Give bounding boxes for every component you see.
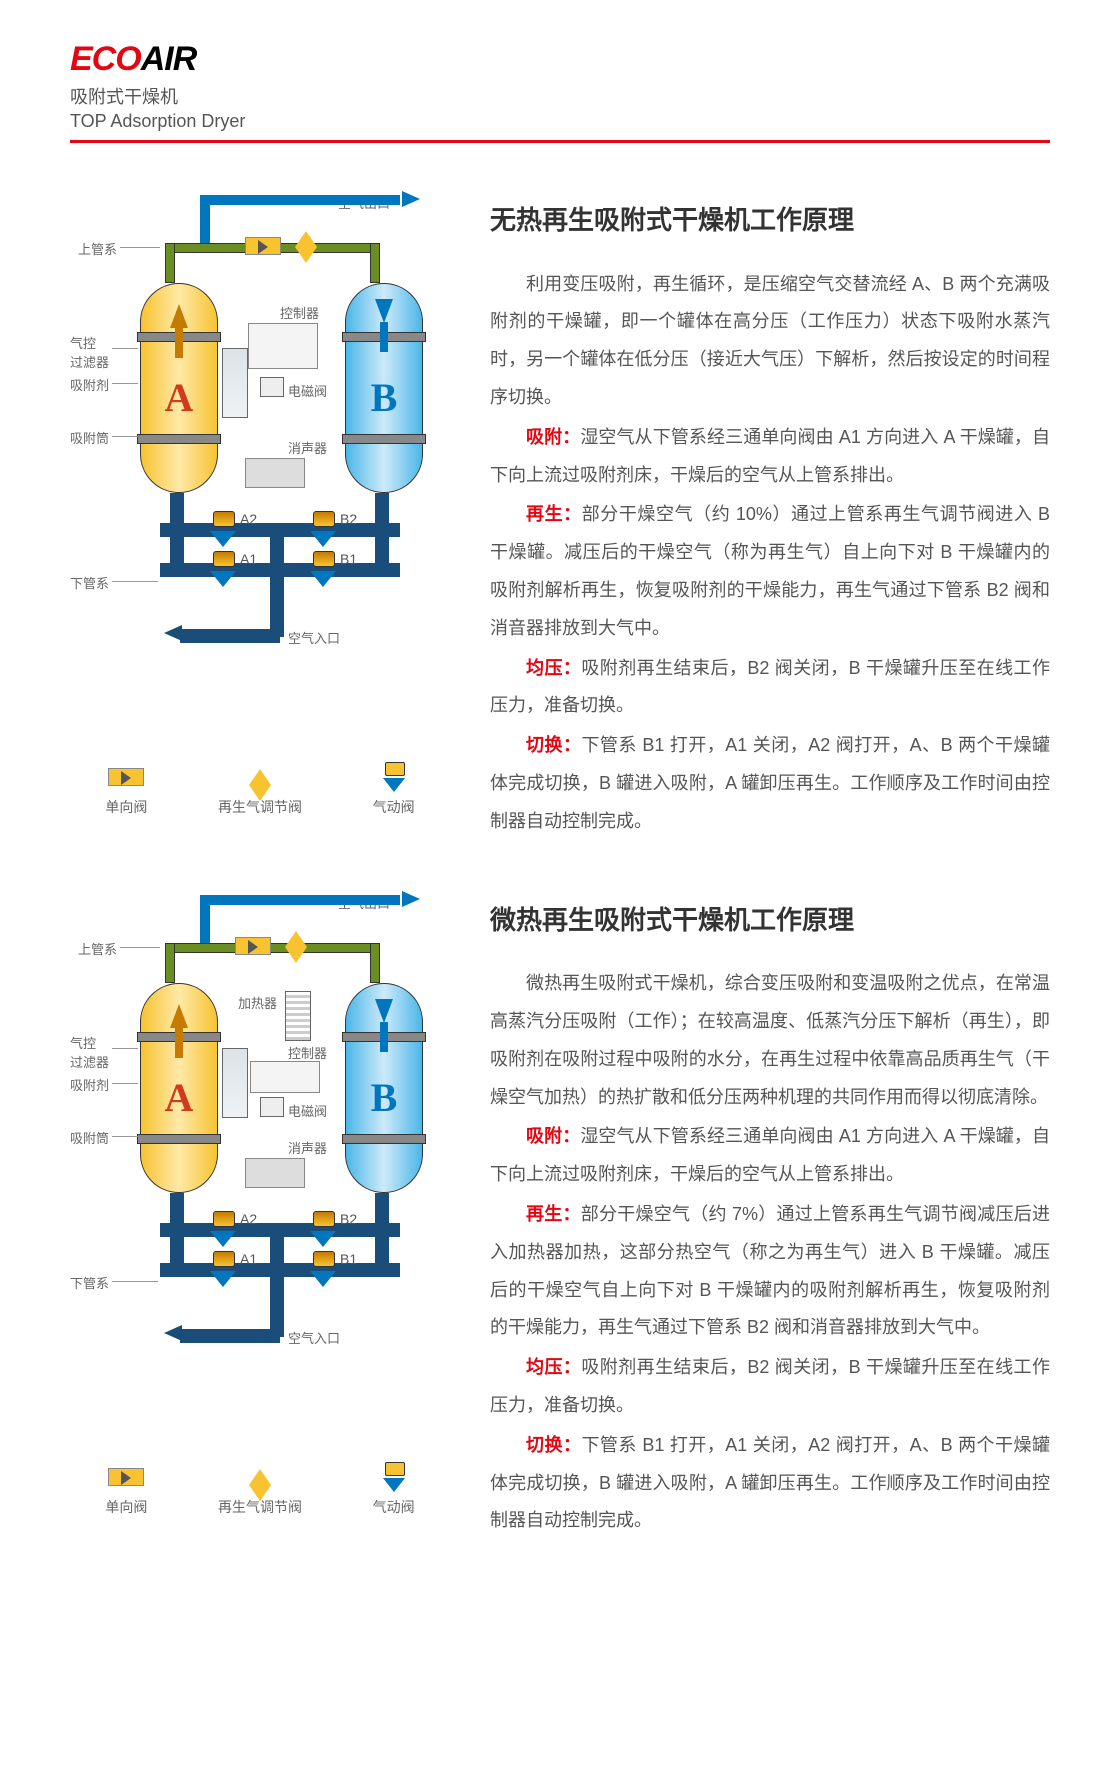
section1-jun-label: 均压：: [526, 658, 581, 678]
valve-a1-2: [210, 1251, 236, 1287]
filter-box2: [222, 1048, 248, 1118]
logo-black: AIR: [141, 40, 197, 78]
legend-pneu-valve2: 气动阀: [373, 1463, 415, 1517]
valve-b2-2: [310, 1211, 336, 1247]
check-valve-icon: [108, 1468, 144, 1486]
section2-qie-label: 切换：: [526, 1435, 581, 1455]
label-adsorb-tube2: 吸附筒: [70, 1128, 109, 1147]
diagram-heatless: 空气出口 上管系 A: [70, 193, 450, 753]
heater-box: [285, 991, 311, 1041]
label-adsorbent2: 吸附剂: [70, 1075, 109, 1094]
controller-box2: [250, 1061, 320, 1093]
label-b1: B1: [340, 551, 357, 567]
section2-zai-label: 再生：: [526, 1204, 581, 1224]
muffler-box2: [245, 1158, 305, 1188]
label-a1: A1: [240, 551, 257, 567]
label-air-in2: 空气入口: [288, 1328, 340, 1347]
label-a2: A2: [240, 511, 257, 527]
label-air-in: 空气入口: [288, 628, 340, 647]
legend-check-valve2: 单向阀: [105, 1463, 147, 1517]
label-controller2: 控制器: [288, 1043, 327, 1062]
label-b2: B2: [340, 511, 357, 527]
label-upper-pipe: 上管系: [78, 239, 117, 258]
label-pneu-filter: 气控 过滤器: [70, 333, 109, 371]
section1-intro: 利用变压吸附，再生循环，是压缩空气交替流经 A、B 两个充满吸附剂的干燥罐，即一…: [490, 266, 1050, 417]
label-adsorb-tube: 吸附筒: [70, 428, 109, 447]
label-adsorbent: 吸附剂: [70, 375, 109, 394]
section2-jun-label: 均压：: [526, 1357, 581, 1377]
tank-b: B: [345, 283, 423, 493]
label-muffler2: 消声器: [288, 1138, 327, 1157]
section-heatless: 空气出口 上管系 A: [70, 193, 1050, 843]
valve-a2: [210, 511, 236, 547]
air-in-arrow-icon: [164, 1325, 182, 1341]
section1-xi-label: 吸附：: [526, 427, 580, 447]
tank-b2: B: [345, 983, 423, 1193]
air-out-arrow-icon: [402, 191, 420, 207]
legend: 单向阀 再生气调节阀 气动阀: [70, 763, 450, 817]
section1-qie-label: 切换：: [526, 735, 581, 755]
solenoid-box2: [260, 1097, 284, 1117]
muffler-box: [245, 458, 305, 488]
air-out-arrow-icon: [402, 891, 420, 907]
pneu-valve-icon: [383, 1462, 405, 1492]
subtitle-en: TOP Adsorption Dryer: [70, 111, 1050, 132]
legend-reg-valve: 再生气调节阀: [218, 763, 302, 817]
page-header: ECOAIR 吸附式干燥机 TOP Adsorption Dryer: [70, 40, 1050, 143]
label-lower-pipe: 下管系: [70, 573, 109, 592]
tank-a: A: [140, 283, 218, 493]
tank-b-label: B: [346, 374, 422, 421]
reg-valve-icon: [249, 1469, 271, 1485]
valve-a1: [210, 551, 236, 587]
valve-b1: [310, 551, 336, 587]
legend2: 单向阀 再生气调节阀 气动阀: [70, 1463, 450, 1517]
section2-xi-label: 吸附：: [526, 1126, 580, 1146]
section1-zai-text: 部分干燥空气（约 10%）通过上管系再生气调节阀进入 B 干燥罐。减压后的干燥空…: [490, 504, 1050, 637]
valve-a2-2: [210, 1211, 236, 1247]
label-lower-pipe2: 下管系: [70, 1273, 109, 1292]
check-valve-icon: [235, 937, 271, 955]
controller-box: [248, 323, 318, 369]
check-valve-icon: [245, 237, 281, 255]
section1-zai-label: 再生：: [526, 504, 582, 524]
subtitle-cn: 吸附式干燥机: [70, 83, 1050, 109]
filter-box: [222, 348, 248, 418]
air-in-arrow-icon: [164, 625, 182, 641]
legend-pneu-valve: 气动阀: [373, 763, 415, 817]
diagram-microheat: 空气出口 上管系 A B: [70, 893, 450, 1453]
reg-valve-icon: [249, 769, 271, 785]
label-upper-pipe2: 上管系: [78, 939, 117, 958]
legend-check-valve: 单向阀: [105, 763, 147, 817]
label-muffler: 消声器: [288, 438, 327, 457]
label-heater: 加热器: [238, 993, 277, 1012]
logo: ECOAIR: [70, 40, 1050, 79]
section-microheat: 空气出口 上管系 A B: [70, 893, 1050, 1543]
reg-valve-icon: [285, 931, 307, 947]
valve-b2: [310, 511, 336, 547]
valve-b1-2: [310, 1251, 336, 1287]
check-valve-icon: [108, 768, 144, 786]
solenoid-box: [260, 377, 284, 397]
legend-reg-valve2: 再生气调节阀: [218, 1463, 302, 1517]
section2-text: 微热再生吸附式干燥机工作原理 微热再生吸附式干燥机，综合变压吸附和变温吸附之优点…: [490, 893, 1050, 1543]
tank-a-label: A: [141, 374, 217, 421]
label-pneu-filter2: 气控 过滤器: [70, 1033, 109, 1071]
label-solenoid: 电磁阀: [288, 381, 327, 400]
section1-text: 无热再生吸附式干燥机工作原理 利用变压吸附，再生循环，是压缩空气交替流经 A、B…: [490, 193, 1050, 843]
tank-a2: A: [140, 983, 218, 1193]
reg-valve-icon: [295, 231, 317, 247]
pneu-valve-icon: [383, 762, 405, 792]
section2-title: 微热再生吸附式干燥机工作原理: [490, 893, 1050, 948]
section2-intro: 微热再生吸附式干燥机，综合变压吸附和变温吸附之优点，在常温高蒸汽分压吸附（工作）…: [490, 965, 1050, 1116]
label-solenoid2: 电磁阀: [288, 1101, 327, 1120]
logo-red: ECO: [70, 40, 141, 78]
section1-title: 无热再生吸附式干燥机工作原理: [490, 193, 1050, 248]
label-controller: 控制器: [280, 303, 319, 322]
